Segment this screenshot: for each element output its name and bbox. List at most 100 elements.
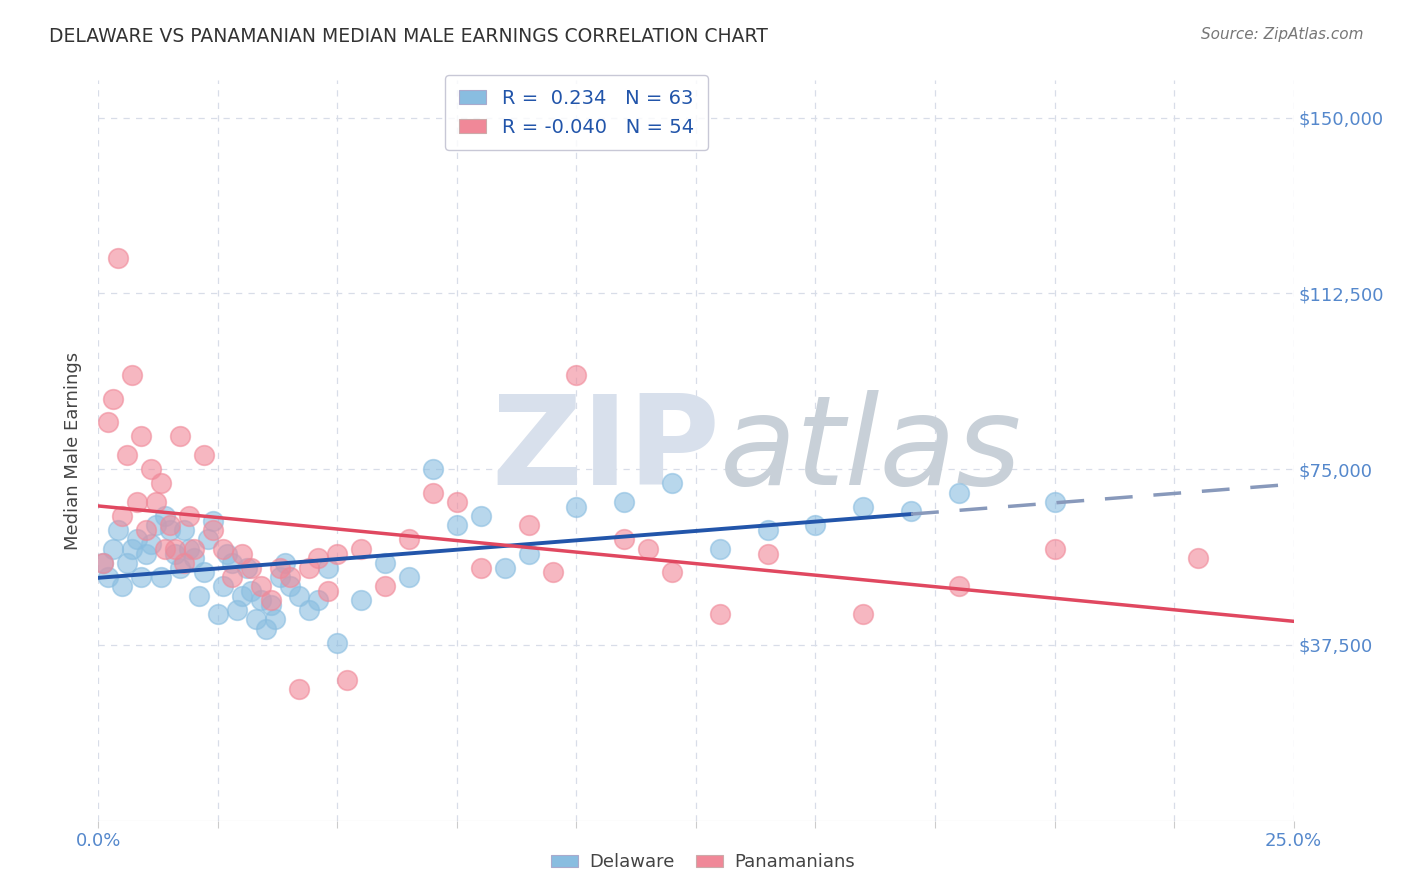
Point xyxy=(169,560,191,574)
Point xyxy=(254,622,277,636)
Point xyxy=(135,523,157,537)
Point xyxy=(240,584,263,599)
Point xyxy=(149,570,172,584)
Point xyxy=(221,556,243,570)
Point xyxy=(183,541,205,556)
Point xyxy=(269,560,291,574)
Point xyxy=(107,252,129,266)
Point xyxy=(470,509,492,524)
Point xyxy=(155,509,177,524)
Point xyxy=(709,541,731,556)
Point xyxy=(169,429,191,443)
Point xyxy=(159,523,181,537)
Point xyxy=(298,603,321,617)
Point xyxy=(135,547,157,561)
Point xyxy=(852,607,875,622)
Point xyxy=(101,541,124,556)
Point xyxy=(187,589,209,603)
Text: ZIP: ZIP xyxy=(491,390,720,511)
Point xyxy=(259,598,281,612)
Point xyxy=(565,368,588,383)
Point xyxy=(145,518,167,533)
Point xyxy=(278,570,301,584)
Point xyxy=(470,560,492,574)
Point xyxy=(179,509,201,524)
Point xyxy=(288,682,311,697)
Point xyxy=(183,551,205,566)
Point xyxy=(231,589,253,603)
Point xyxy=(269,570,291,584)
Point xyxy=(235,560,257,574)
Point xyxy=(494,560,516,574)
Point xyxy=(756,547,779,561)
Point xyxy=(211,541,233,556)
Point xyxy=(374,556,396,570)
Point xyxy=(264,612,287,626)
Point xyxy=(207,607,229,622)
Point xyxy=(131,429,153,443)
Point xyxy=(149,476,172,491)
Point xyxy=(278,579,301,593)
Point xyxy=(121,368,143,383)
Point xyxy=(398,533,420,547)
Point xyxy=(131,570,153,584)
Point xyxy=(193,566,215,580)
Point xyxy=(91,556,114,570)
Point xyxy=(101,392,124,406)
Point xyxy=(948,579,970,593)
Text: atlas: atlas xyxy=(720,390,1022,511)
Point xyxy=(125,495,148,509)
Point xyxy=(307,593,329,607)
Point xyxy=(226,603,249,617)
Point xyxy=(211,579,233,593)
Text: Source: ZipAtlas.com: Source: ZipAtlas.com xyxy=(1201,27,1364,42)
Point xyxy=(517,547,540,561)
Point xyxy=(121,541,143,556)
Point xyxy=(350,541,373,556)
Point xyxy=(326,635,349,649)
Point xyxy=(374,579,396,593)
Point xyxy=(288,589,311,603)
Point xyxy=(709,607,731,622)
Point xyxy=(900,504,922,518)
Point xyxy=(541,566,564,580)
Point xyxy=(613,533,636,547)
Point xyxy=(139,537,162,551)
Point xyxy=(446,495,468,509)
Point xyxy=(637,541,659,556)
Legend: R =  0.234   N = 63, R = -0.040   N = 54: R = 0.234 N = 63, R = -0.040 N = 54 xyxy=(446,75,707,150)
Point xyxy=(661,566,683,580)
Point xyxy=(202,514,225,528)
Point xyxy=(259,593,281,607)
Point xyxy=(107,523,129,537)
Point xyxy=(565,500,588,514)
Point xyxy=(125,533,148,547)
Y-axis label: Median Male Earnings: Median Male Earnings xyxy=(63,351,82,549)
Point xyxy=(1043,495,1066,509)
Point xyxy=(240,560,263,574)
Point xyxy=(231,547,253,561)
Point xyxy=(217,547,239,561)
Point xyxy=(202,523,225,537)
Point xyxy=(163,541,186,556)
Point xyxy=(163,547,186,561)
Point xyxy=(97,415,120,429)
Point xyxy=(250,579,273,593)
Point xyxy=(326,547,349,561)
Point xyxy=(517,518,540,533)
Point xyxy=(155,541,177,556)
Point xyxy=(145,495,167,509)
Point xyxy=(197,533,219,547)
Point xyxy=(948,485,970,500)
Point xyxy=(756,523,779,537)
Point xyxy=(422,485,444,500)
Point xyxy=(115,448,138,462)
Point xyxy=(111,579,134,593)
Point xyxy=(193,448,215,462)
Point xyxy=(139,462,162,476)
Point xyxy=(661,476,683,491)
Point xyxy=(446,518,468,533)
Point xyxy=(91,556,114,570)
Legend: Delaware, Panamanians: Delaware, Panamanians xyxy=(544,847,862,879)
Point xyxy=(613,495,636,509)
